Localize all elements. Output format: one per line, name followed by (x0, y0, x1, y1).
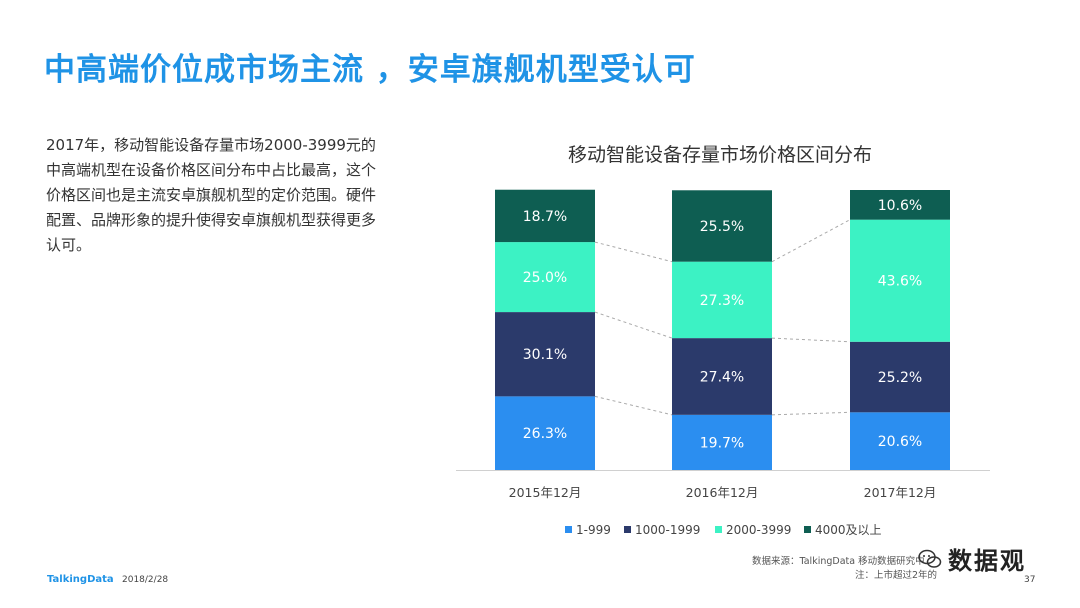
x-tick-label: 2016年12月 (686, 485, 759, 500)
data-label: 19.7% (700, 435, 744, 451)
data-label: 25.2% (878, 370, 922, 386)
legend-swatch (565, 526, 572, 533)
footnote: 注：上市超过2年的 (855, 570, 938, 581)
bar-segment (850, 412, 950, 470)
bar-segment (495, 189, 595, 243)
legend-swatch (624, 526, 631, 533)
bar-segment (495, 242, 595, 313)
chart-title: 移动智能设备存量市场价格区间分布 (567, 144, 872, 166)
legend-label: 1-999 (576, 523, 611, 537)
connector-line (594, 311, 673, 339)
connector-line (594, 395, 673, 416)
page-title: 中高端价位成市场主流 ，安卓旗舰机型受认可 (44, 52, 696, 88)
connector-line (594, 241, 673, 263)
bar-segment (672, 190, 772, 262)
bar-segment (672, 414, 772, 470)
data-label: 25.5% (700, 219, 744, 235)
bar-segment (672, 338, 772, 415)
bar-segment (495, 396, 595, 470)
legend-label: 2000-3999 (726, 523, 791, 537)
connector-line (771, 411, 851, 416)
data-label: 26.3% (523, 426, 567, 442)
data-label: 18.7% (523, 209, 567, 225)
data-label: 43.6% (878, 274, 922, 290)
slide-date: 2018/2/28 (122, 575, 169, 585)
legend-label: 1000-1999 (635, 523, 700, 537)
bar-segment (850, 219, 950, 342)
page-number: 37 (1024, 575, 1036, 585)
watermark: 数据观 (918, 541, 1026, 576)
data-label: 20.6% (878, 434, 922, 450)
watermark-text: 数据观 (948, 547, 1026, 575)
bar-segment (495, 312, 595, 397)
bar-segment (850, 190, 950, 220)
bar-segment (850, 341, 950, 413)
brand-logo: TalkingData (47, 574, 114, 585)
data-label: 27.3% (700, 293, 744, 309)
x-tick-label: 2015年12月 (509, 485, 582, 500)
legend-swatch (715, 526, 722, 533)
data-label: 27.4% (700, 369, 744, 385)
connector-line (771, 219, 851, 263)
x-tick-label: 2017年12月 (864, 485, 937, 500)
bar-segment (672, 261, 772, 339)
legend-label: 4000及以上 (815, 523, 882, 537)
connector-line (771, 337, 851, 343)
data-label: 30.1% (523, 347, 567, 363)
data-label: 10.6% (878, 198, 922, 214)
description-text: 2017年，移动智能设备存量市场2000-3999元的中高端机型在设备价格区间分… (46, 136, 377, 254)
data-label: 25.0% (523, 270, 567, 286)
data-source: 数据来源：TalkingData 移动数据研究中 (752, 556, 925, 567)
legend-swatch (804, 526, 811, 533)
wechat-icon (918, 549, 942, 568)
